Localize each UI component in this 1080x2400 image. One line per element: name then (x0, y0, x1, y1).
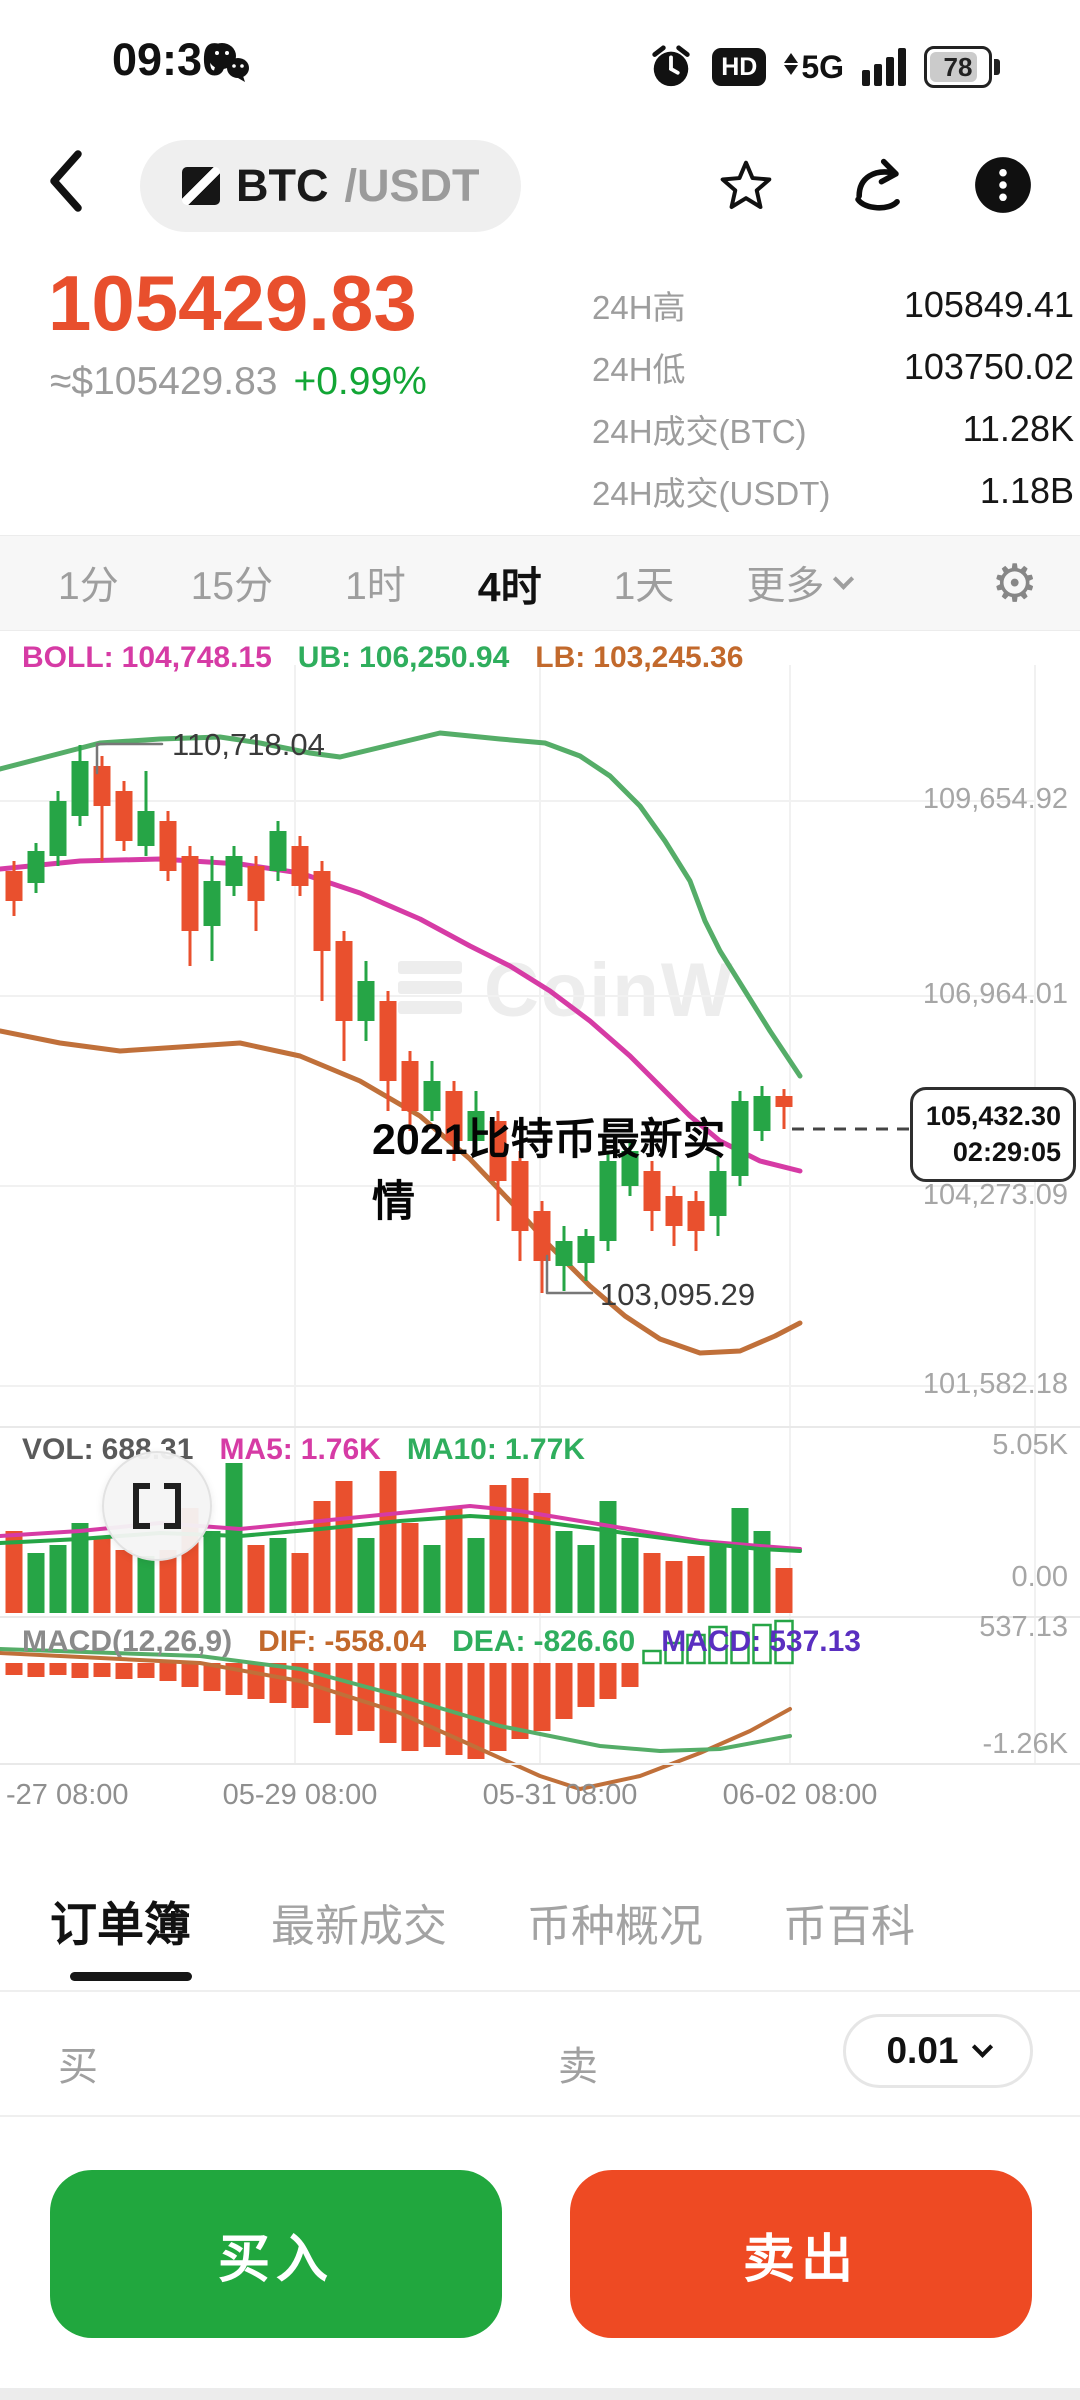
tab-latest-trades[interactable]: 最新成交 (271, 1902, 447, 1951)
tag-price: 105,432.30 (925, 1101, 1061, 1131)
depth-selector[interactable]: 0.01 (843, 2014, 1033, 2088)
y-label-3: 104,273.09 (922, 1179, 1068, 1211)
battery-indicator: 78 (924, 46, 1000, 88)
network-indicator: 5G (784, 49, 844, 86)
stat-row-vol-btc: 24H成交(BTC) 11.28K (592, 408, 1074, 450)
chevron-down-icon (833, 568, 855, 590)
more-menu-icon[interactable] (974, 156, 1032, 214)
divider (0, 1990, 1080, 1992)
pane-divider (0, 1763, 1080, 1765)
share-icon[interactable] (848, 156, 906, 214)
pair-selector[interactable]: BTC /USDT (140, 140, 522, 232)
tab-coin-overview[interactable]: 币种概况 (527, 1902, 703, 1951)
ticker-stats: 24H高 105849.41 24H低 103750.02 24H成交(BTC)… (592, 274, 1074, 522)
favorite-star-icon[interactable] (718, 158, 774, 214)
y-label-1: 109,654.92 (922, 783, 1068, 815)
change-percent: +0.99% (293, 360, 427, 403)
pane-divider (0, 1426, 1080, 1428)
x-label-2: 05-29 08:00 (222, 1779, 378, 1811)
timeframe-bar: 1分 15分 1时 4时 1天 更多 ⚙ (0, 535, 1080, 631)
stat-row-vol-usdt: 24H成交(USDT) 1.18B (592, 470, 1074, 512)
home-indicator (0, 2388, 1080, 2400)
macd-label-min: -1.26K (982, 1728, 1068, 1760)
macd-label-max: 537.13 (979, 1611, 1068, 1643)
low-annotation: 103,095.29 (600, 1277, 756, 1312)
network-type: 5G (801, 48, 844, 85)
hd-badge: HD (712, 48, 767, 86)
tab-coin-wiki[interactable]: 币百科 (783, 1902, 915, 1951)
bottom-tabs: 订单簿 最新成交 币种概况 币百科 (50, 1886, 915, 1955)
divider (0, 2115, 1080, 2117)
watermark: CoinW (398, 947, 735, 1034)
pair-base: BTC (236, 160, 329, 211)
vol-header: VOL: 688.31 MA5: 1.76K MA10: 1.77K (22, 1433, 585, 1466)
coinw-logo-icon (398, 960, 462, 1021)
tf-1h[interactable]: 1时 (345, 565, 406, 608)
tf-1d[interactable]: 1天 (613, 565, 675, 608)
stat-row-low: 24H低 103750.02 (592, 346, 1074, 388)
x-label-4: 06-02 08:00 (722, 1779, 878, 1811)
fiat-price: ≈$105429.83 (50, 360, 278, 403)
tag-countdown: 02:29:05 (952, 1137, 1061, 1168)
tf-4h-active[interactable]: 4时 (477, 564, 542, 610)
macd-header: MACD(12,26,9) DIF: -558.04 DEA: -826.60 MA… (22, 1625, 861, 1658)
x-label-3: 05-31 08:00 (482, 1779, 638, 1811)
data-arrows-icon (784, 52, 799, 75)
overlay-headline: 2021比特币最新实情 (372, 1116, 726, 1227)
alarm-icon (652, 45, 690, 87)
last-price: 105429.83 (48, 259, 417, 347)
chart-area[interactable]: CoinW BOLL: 104,748.15 UB: 106,250.94 LB: 1… (0, 631, 1080, 1836)
back-button[interactable] (44, 148, 88, 214)
x-label-1: -27 08:00 (6, 1779, 129, 1811)
tf-15m[interactable]: 15分 (190, 565, 274, 608)
active-tab-underline (70, 1972, 192, 1981)
boll-header: BOLL: 104,748.15 UB: 106,250.94 LB: 103,245… (22, 641, 744, 674)
chart-settings-icon[interactable]: ⚙ (991, 554, 1038, 614)
y-label-2: 106,964.01 (922, 978, 1068, 1010)
tab-orderbook[interactable]: 订单簿 (50, 1898, 191, 1951)
sell-column-label: 卖 (558, 2045, 598, 2089)
wechat-icon (208, 43, 249, 82)
high-annotation: 110,718.04 (172, 727, 325, 762)
buy-button[interactable]: 买入 (50, 2170, 502, 2338)
depth-value: 0.01 (886, 2030, 959, 2071)
tf-1m[interactable]: 1分 (58, 565, 119, 608)
vol-label-max: 5.05K (992, 1429, 1068, 1461)
y-label-4: 101,582.18 (922, 1368, 1068, 1400)
pair-logo-icon (182, 167, 220, 205)
battery-percent: 78 (943, 51, 973, 82)
current-price-tag: 105,432.30 02:29:05 (910, 1087, 1076, 1182)
fullscreen-icon[interactable] (102, 1451, 212, 1561)
sell-button[interactable]: 卖出 (570, 2170, 1032, 2338)
status-icons: HD 5G 78 (648, 44, 1000, 90)
signal-bars-icon (862, 48, 906, 86)
stat-row-high: 24H高 105849.41 (592, 284, 1074, 326)
buy-column-label: 买 (58, 2045, 98, 2089)
tf-more[interactable]: 更多 (746, 555, 855, 611)
pane-divider (0, 1616, 1080, 1618)
price-sub-row: ≈$105429.83 +0.99% (50, 360, 427, 404)
chevron-down-icon (971, 2036, 993, 2058)
vol-label-zero: 0.00 (1011, 1561, 1068, 1593)
status-time: 09:30 (112, 34, 228, 85)
pair-quote: /USDT (344, 160, 480, 211)
